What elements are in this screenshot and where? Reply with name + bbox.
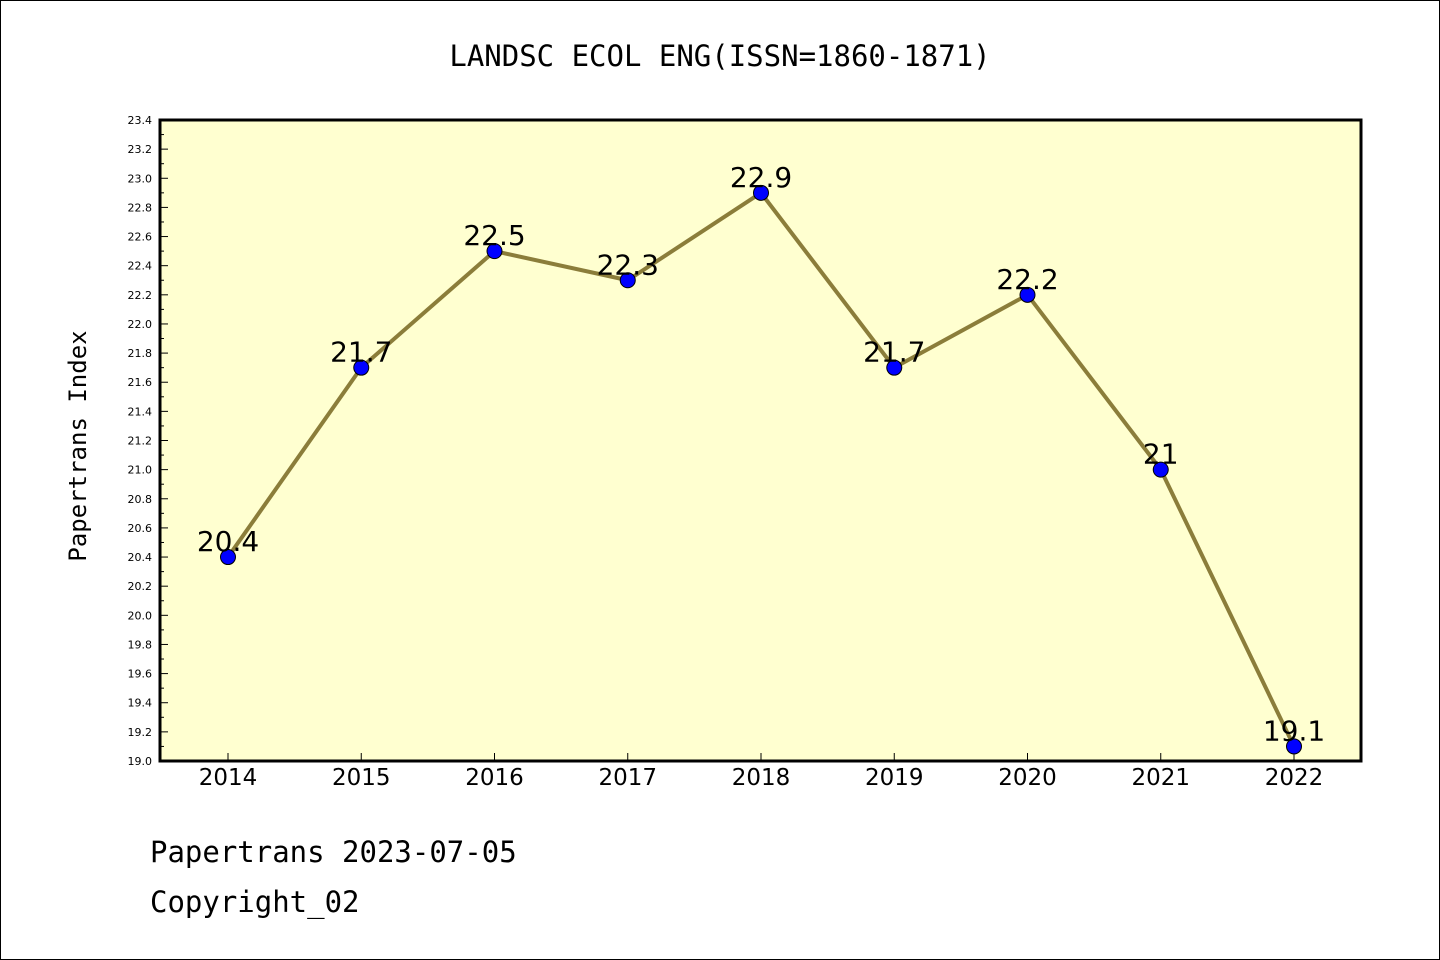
y-tick-label: 21.2 xyxy=(128,435,153,448)
y-tick-label: 20.0 xyxy=(128,609,153,622)
data-label: 19.1 xyxy=(1263,714,1325,747)
x-axis: 2014 2015 2016 2017 2018 2019 2020 2021 2022 xyxy=(199,753,1324,791)
y-tick-label: 20.8 xyxy=(128,493,153,506)
data-label: 20.4 xyxy=(197,525,259,558)
y-tick-label: 21.4 xyxy=(128,405,153,418)
y-tick-label: 19.0 xyxy=(128,755,153,768)
y-tick-label: 22.2 xyxy=(128,289,153,302)
chart-title: LANDSC ECOL ENG(ISSN=1860-1871) xyxy=(449,39,990,73)
y-tick-label: 22.4 xyxy=(128,260,153,273)
y-tick-label: 21.8 xyxy=(128,347,153,360)
footer-date: Papertrans 2023-07-05 xyxy=(150,835,517,869)
data-label: 22.2 xyxy=(996,263,1058,296)
series-markers xyxy=(220,184,1302,755)
y-axis-label: Papertrans Index xyxy=(64,330,92,561)
data-label: 22.3 xyxy=(597,248,659,281)
y-tick-label: 19.2 xyxy=(128,726,153,739)
y-axis: 19.0 19.2 19.4 19.6 19.8 20.0 20.2 20.4 20.6 20.8… xyxy=(128,114,168,768)
data-point xyxy=(753,184,769,201)
x-tick-label: 2019 xyxy=(865,765,924,791)
x-tick-label: 2015 xyxy=(332,765,391,791)
y-tick-label: 20.4 xyxy=(128,551,153,564)
y-tick-label: 20.6 xyxy=(128,522,153,535)
data-label: 21.7 xyxy=(863,336,925,369)
y-tick-label: 19.4 xyxy=(128,697,153,710)
data-point xyxy=(1019,286,1036,303)
data-label: 21 xyxy=(1143,438,1179,471)
x-tick-label: 2021 xyxy=(1131,765,1190,791)
data-labels: 20.4 21.7 22.5 22.3 22.9 21.7 22.2 21 19.1 xyxy=(197,161,1325,748)
data-point xyxy=(1152,461,1169,478)
y-tick-label: 19.6 xyxy=(128,668,153,681)
y-tick-label: 23.4 xyxy=(128,114,153,127)
data-point xyxy=(353,359,370,376)
data-point xyxy=(220,549,236,566)
x-tick-label: 2014 xyxy=(199,765,258,791)
data-label: 21.7 xyxy=(330,336,392,369)
data-point xyxy=(619,272,636,289)
data-label: 22.9 xyxy=(730,161,792,194)
plot-area xyxy=(158,118,1363,763)
x-tick-label: 2018 xyxy=(732,765,791,791)
y-tick-label: 23.2 xyxy=(128,143,153,156)
data-point xyxy=(486,243,503,260)
y-tick-label: 22.6 xyxy=(128,231,153,244)
y-tick-label: 22.8 xyxy=(128,201,153,214)
y-tick-label: 19.8 xyxy=(128,638,153,651)
footer-copyright: Copyright_02 xyxy=(150,885,360,919)
y-tick-label: 22.0 xyxy=(128,318,153,331)
x-tick-label: 2020 xyxy=(998,765,1057,791)
y-tick-label: 21.6 xyxy=(128,376,153,389)
y-tick-label: 20.2 xyxy=(128,580,153,593)
y-tick-label: 23.0 xyxy=(128,172,153,185)
data-point xyxy=(1286,738,1302,755)
data-point xyxy=(886,359,903,376)
y-tick-label: 21.0 xyxy=(128,464,153,477)
x-tick-label: 2016 xyxy=(465,765,524,791)
data-label: 22.5 xyxy=(463,219,525,252)
x-tick-label: 2017 xyxy=(598,765,657,791)
x-tick-label: 2022 xyxy=(1265,765,1324,791)
